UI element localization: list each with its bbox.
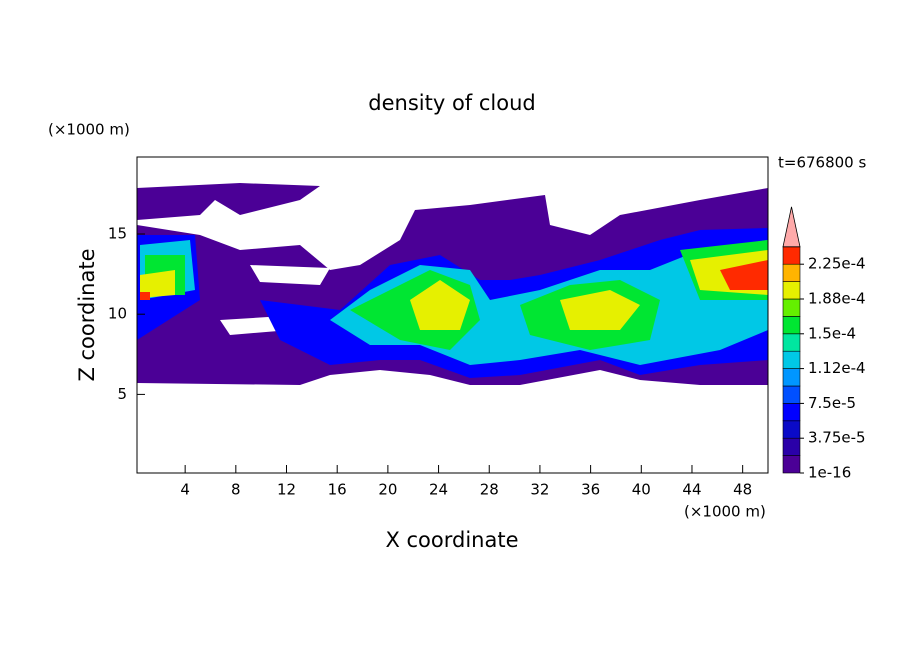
colorbar-band (782, 316, 801, 335)
chart-title: density of cloud (368, 91, 535, 115)
colorbar-tick-label: 2.25e-4 (808, 255, 866, 273)
colorbar-tick-label: 1.12e-4 (808, 359, 866, 377)
plot-frame (136, 156, 769, 474)
colorbar-band (782, 385, 801, 404)
contour-field (137, 183, 768, 385)
colorbar-tick-label: 1.5e-4 (808, 324, 856, 342)
colorbar-band (782, 368, 801, 387)
x-tick-label: 48 (733, 481, 752, 499)
x-tick-label: 8 (231, 481, 241, 499)
colorbar-band (782, 455, 801, 474)
colorbar-band (782, 403, 801, 422)
colorbar-band (782, 246, 801, 265)
colorbar-tick-label: 1e-16 (808, 464, 851, 482)
x-unit: (×1000 m) (684, 503, 766, 521)
y-tick-label: 5 (117, 385, 127, 403)
time-label: t=676800 s (778, 154, 866, 172)
colorbar-band (782, 298, 801, 317)
x-tick-label: 44 (682, 481, 701, 499)
x-tick-label: 20 (378, 481, 397, 499)
y-tick-label: 10 (108, 305, 127, 323)
colorbar-tick-label: 3.75e-5 (808, 429, 866, 447)
x-axis-label: X coordinate (385, 528, 518, 552)
y-unit: (×1000 m) (48, 121, 130, 139)
y-axis-label: Z coordinate (75, 248, 99, 381)
colorbar-band (782, 281, 801, 300)
colorbar-tick-label: 7.5e-5 (808, 394, 856, 412)
colorbar-band (782, 437, 801, 456)
x-tick-label: 28 (480, 481, 499, 499)
colorbar-band (782, 263, 801, 282)
colorbar-extend (782, 206, 801, 248)
colorbar-band (782, 333, 801, 352)
x-tick-label: 12 (277, 481, 296, 499)
contour-region (140, 250, 768, 330)
y-tick-label: 15 (108, 224, 127, 242)
colorbar-tick-label: 1.88e-4 (808, 290, 866, 308)
x-tick-label: 32 (530, 481, 549, 499)
colorbar-band (782, 420, 801, 439)
x-tick-label: 4 (180, 481, 190, 499)
x-tick-label: 16 (328, 481, 347, 499)
clear-area (220, 265, 330, 335)
x-tick-label: 24 (429, 481, 448, 499)
contour-region (137, 183, 320, 220)
x-tick-label: 36 (581, 481, 600, 499)
x-tick-label: 40 (632, 481, 651, 499)
colorbar-band (782, 350, 801, 369)
